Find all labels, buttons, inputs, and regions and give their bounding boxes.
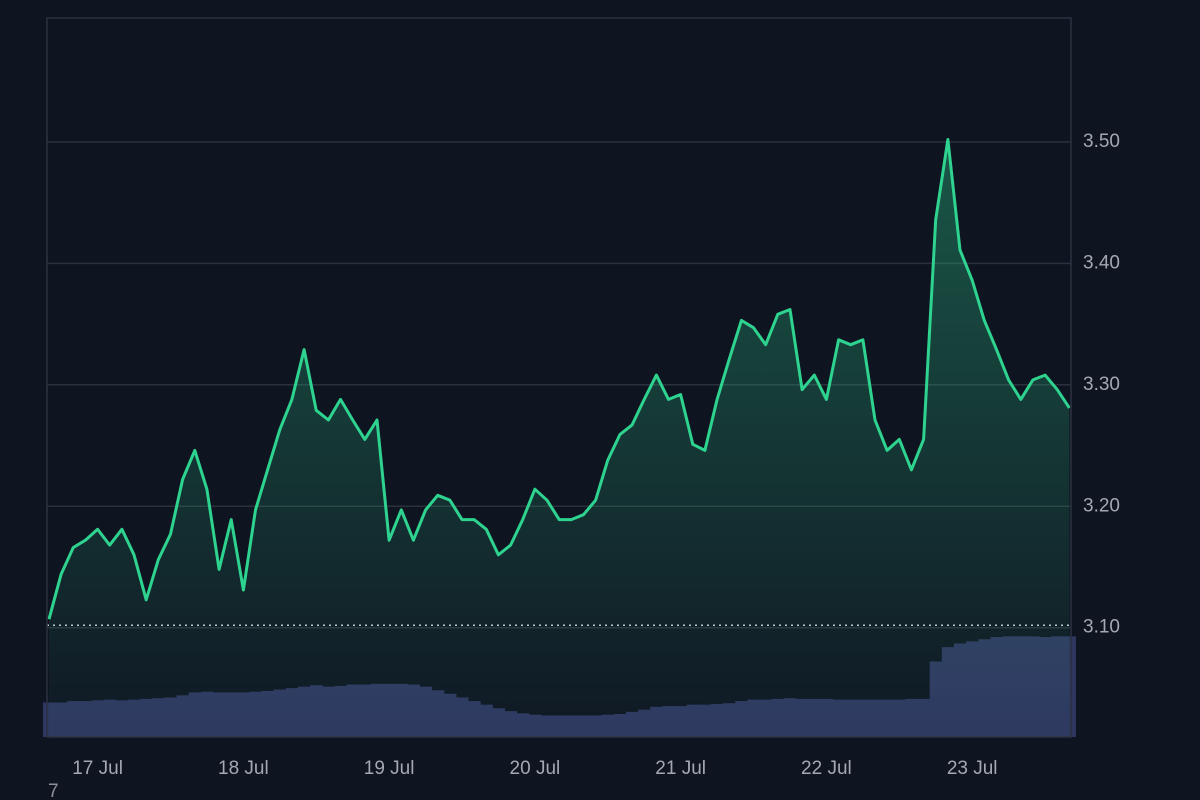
x-tick-label: 20 Jul [510, 758, 561, 779]
y-tick-label: 3.20 [1083, 495, 1120, 516]
y-tick-label: 3.30 [1083, 374, 1120, 395]
x-tick-label: 19 Jul [364, 758, 415, 779]
x-tick-label: 23 Jul [947, 758, 998, 779]
area-fill [49, 139, 1070, 737]
y-tick-label: 3.40 [1083, 252, 1120, 273]
x-tick-label: 18 Jul [218, 758, 269, 779]
x-tick-label: 17 Jul [72, 758, 123, 779]
footnote: 7 [48, 781, 59, 800]
price-line [47, 138, 1071, 737]
y-tick-label: 3.10 [1083, 617, 1120, 638]
plot-frame [46, 17, 1072, 738]
labels: 3.10 3.20 3.30 3.40 3.50 17 Jul 18 Jul 19 Jul 20… [72, 131, 1120, 779]
x-tick-label: 21 Jul [655, 758, 706, 779]
y-tick-label: 3.50 [1083, 131, 1120, 152]
price-line [47, 138, 1071, 620]
x-tick-label: 22 Jul [801, 758, 852, 779]
